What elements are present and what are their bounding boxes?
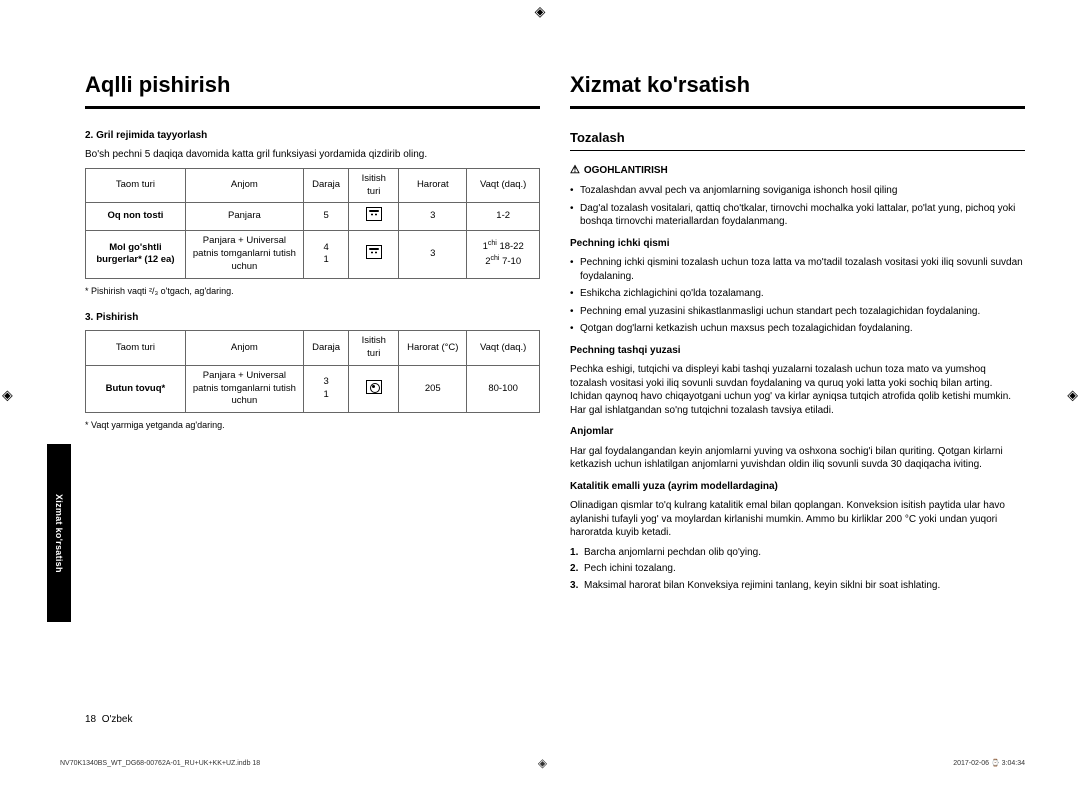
left-column: Aqlli pishirish 2. Gril rejimida tayyorl… [85, 70, 540, 730]
section2-note: * Pishirish vaqti ²/₃ o'tgach, ag'daring… [85, 285, 540, 297]
grill-icon [366, 207, 382, 221]
warning-row: ⚠ OGOHLANTIRISH [570, 163, 1025, 178]
footer-right: 2017-02-06 ⌚ 3:04:34 [953, 759, 1025, 768]
section2-heading: 2. Gril rejimida tayyorlash [85, 129, 540, 143]
th-temp: Harorat (°C) [399, 331, 467, 366]
th-time: Vaqt (daq.) [467, 331, 540, 366]
list-item: Qotgan dog'larni ketkazish uchun maxsus … [570, 322, 1025, 336]
cell-heat [349, 231, 399, 278]
cell-temp: 3 [399, 203, 467, 231]
cell-heat [349, 203, 399, 231]
grill-table: Taom turi Anjom Daraja Isitish turi Haro… [85, 168, 540, 279]
inner-list: Pechning ichki qismini tozalash uchun to… [570, 256, 1025, 336]
th-level: Daraja [303, 331, 348, 366]
section2-intro: Bo'sh pechni 5 daqiqa davomida katta gri… [85, 148, 540, 162]
list-item: Pechning emal yuzasini shikastlanmasligi… [570, 305, 1025, 319]
cat-heading: Katalitik emalli yuza (ayrim modellardag… [570, 480, 1025, 494]
cell-level: 3 1 [303, 365, 348, 412]
th-level: Daraja [303, 168, 348, 203]
cat-steps: Barcha anjomlarni pechdan olib qo'ying. … [570, 546, 1025, 593]
cell-food: Oq non tosti [86, 203, 186, 231]
convection-icon [366, 380, 382, 394]
list-item: Dag'al tozalash vositalari, qattiq cho't… [570, 202, 1025, 229]
th-heat: Isitish turi [349, 331, 399, 366]
cat-text: Olinadigan qismlar to'q kulrang kataliti… [570, 499, 1025, 540]
acc-heading: Anjomlar [570, 425, 1025, 439]
warning-icon: ⚠ [570, 163, 580, 178]
th-time: Vaqt (daq.) [467, 168, 540, 203]
cell-time: 1chi 18-222chi 7-10 [467, 231, 540, 278]
list-item: Eshikcha zichlagichini qo'lda tozalamang… [570, 287, 1025, 301]
cell-time: 80-100 [467, 365, 540, 412]
warning-label: OGOHLANTIRISH [584, 164, 668, 178]
cell-time: 1-2 [467, 203, 540, 231]
cell-temp: 205 [399, 365, 467, 412]
th-food: Taom turi [86, 168, 186, 203]
th-acc: Anjom [185, 168, 303, 203]
section3-heading: 3. Pishirish [85, 311, 540, 325]
footer-mid-icon: ◈ [538, 755, 547, 771]
cell-heat [349, 365, 399, 412]
list-item: Pechning ichki qismini tozalash uchun to… [570, 256, 1025, 283]
section3-note: * Vaqt yarmiga yetganda ag'daring. [85, 419, 540, 431]
inner-heading: Pechning ichki qismi [570, 237, 1025, 251]
right-title: Xizmat ko'rsatish [570, 70, 1025, 109]
list-item: Pech ichini tozalang. [570, 562, 1025, 576]
cell-food: Butun tovuq* [86, 365, 186, 412]
acc-text: Har gal foydalangandan keyin anjomlarni … [570, 445, 1025, 472]
cell-level: 5 [303, 203, 348, 231]
cell-level: 4 1 [303, 231, 348, 278]
right-column: Xizmat ko'rsatish Tozalash ⚠ OGOHLANTIRI… [570, 70, 1025, 730]
left-title: Aqlli pishirish [85, 70, 540, 109]
warning-list: Tozalashdan avval pech va anjomlarning s… [570, 184, 1025, 229]
list-item: Tozalashdan avval pech va anjomlarning s… [570, 184, 1025, 198]
crop-mark: ◈ [535, 2, 546, 21]
grill-icon [366, 245, 382, 259]
outer-text: Pechka eshigi, tutqichi va displeyi kabi… [570, 363, 1025, 417]
th-heat: Isitish turi [349, 168, 399, 203]
crop-mark: ◈ [1067, 386, 1078, 405]
side-tab: Xizmat ko'rsatish [47, 444, 71, 622]
footer: NV70K1340BS_WT_DG68-00762A-01_RU+UK+KK+U… [60, 759, 1025, 768]
cell-acc: Panjara [185, 203, 303, 231]
th-food: Taom turi [86, 331, 186, 366]
page-number: 18 O'zbek [85, 713, 133, 727]
th-temp: Harorat [399, 168, 467, 203]
list-item: Maksimal harorat bilan Konveksiya rejimi… [570, 579, 1025, 593]
th-acc: Anjom [185, 331, 303, 366]
cell-acc: Panjara + Universal patnis tomganlarni t… [185, 231, 303, 278]
footer-left: NV70K1340BS_WT_DG68-00762A-01_RU+UK+KK+U… [60, 759, 260, 768]
bake-table: Taom turi Anjom Daraja Isitish turi Haro… [85, 330, 540, 413]
cell-temp: 3 [399, 231, 467, 278]
crop-mark: ◈ [2, 386, 13, 405]
cell-food: Mol go'shtli burgerlar* (12 ea) [86, 231, 186, 278]
list-item: Barcha anjomlarni pechdan olib qo'ying. [570, 546, 1025, 560]
right-sub: Tozalash [570, 129, 1025, 152]
cell-acc: Panjara + Universal patnis tomganlarni t… [185, 365, 303, 412]
outer-heading: Pechning tashqi yuzasi [570, 344, 1025, 358]
